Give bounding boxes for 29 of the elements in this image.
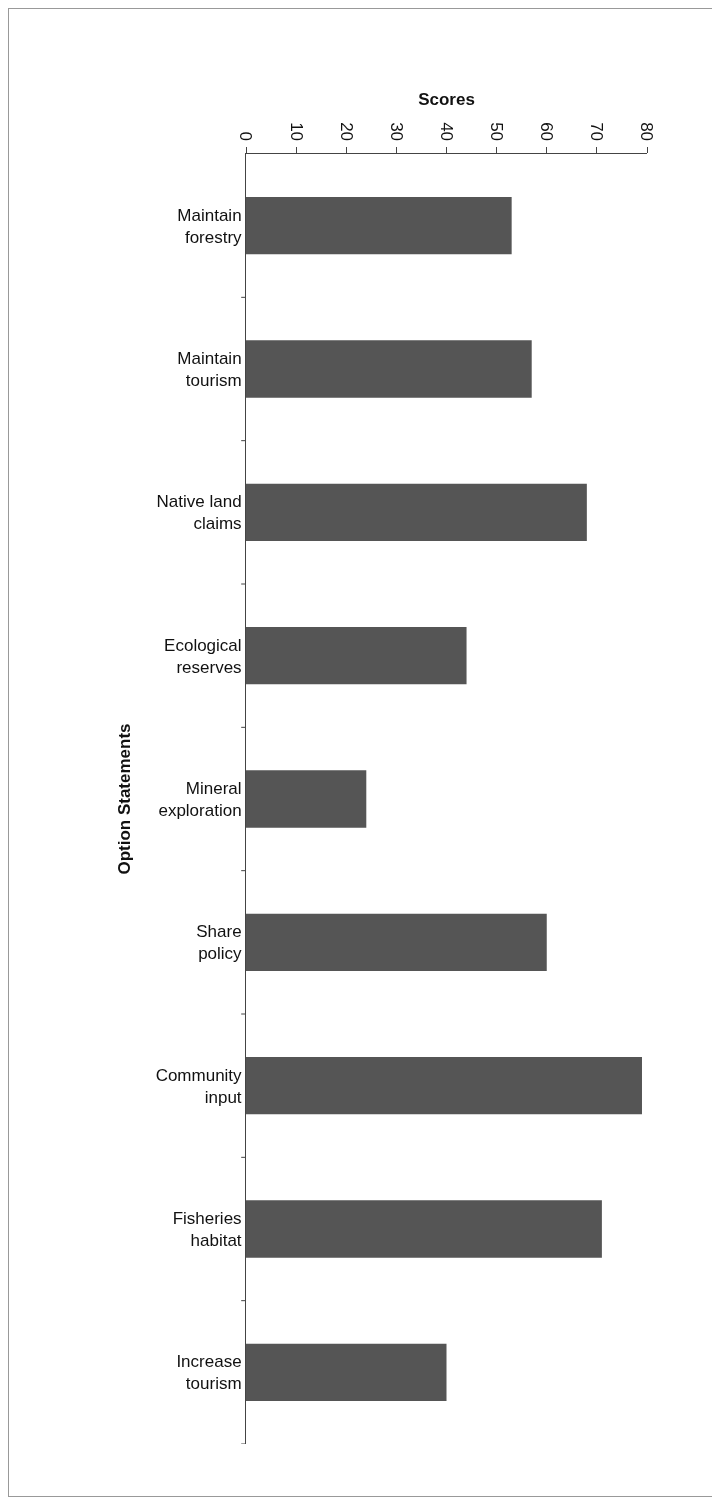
y-tick-label: Fisheries habitat <box>172 1208 242 1250</box>
y-tick-label: Maintain forestry <box>177 205 243 247</box>
y-tick-label: Increase tourism <box>176 1352 242 1394</box>
x-tick-label: 70 <box>587 122 607 142</box>
x-tick-label: 50 <box>487 122 507 142</box>
x-tick-label: 80 <box>637 122 657 142</box>
x-tick-label: 40 <box>436 122 456 142</box>
y-tick-label: Share policy <box>196 922 243 964</box>
y-tick-label: Native land claims <box>156 492 242 534</box>
y-axis-title: Option Statements <box>115 723 135 875</box>
bar <box>246 340 532 398</box>
y-tick-label: Community input <box>155 1065 243 1107</box>
x-tick-label: 0 <box>236 131 256 142</box>
y-tick-label: Mineral exploration <box>158 778 242 820</box>
bar <box>246 1343 447 1401</box>
x-axis-title: Scores <box>418 89 475 109</box>
x-tick-label: 10 <box>286 122 306 142</box>
x-tick-label: 60 <box>537 122 557 142</box>
bar <box>246 770 367 828</box>
bar <box>246 1200 602 1258</box>
y-tick-label: Maintain tourism <box>177 348 242 390</box>
y-tick-label: Ecological reserves <box>164 635 242 677</box>
bar <box>246 627 467 685</box>
x-tick-label: 20 <box>336 122 356 142</box>
bar <box>246 1057 642 1115</box>
bar <box>246 197 512 255</box>
bar <box>246 483 587 541</box>
x-tick-label: 30 <box>386 122 406 142</box>
bar <box>246 913 547 971</box>
